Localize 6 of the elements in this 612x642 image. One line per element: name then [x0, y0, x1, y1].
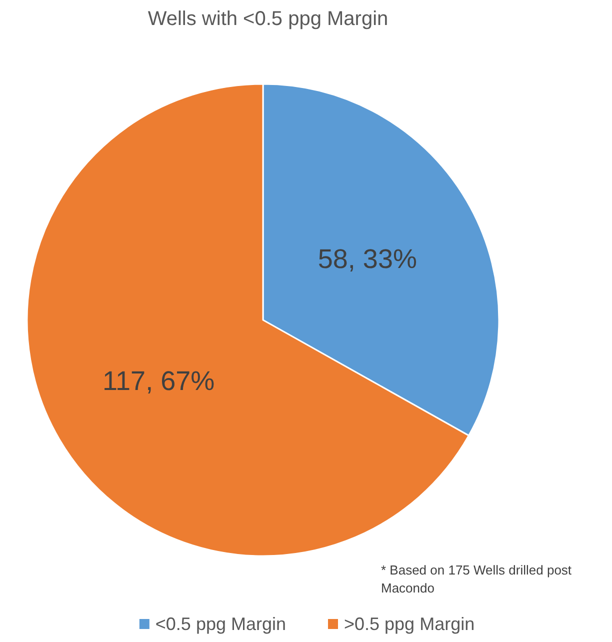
data-label: 117, 67% — [102, 366, 215, 396]
legend-label: >0.5 ppg Margin — [344, 614, 475, 634]
data-label: 58, 33% — [318, 244, 417, 274]
text: * Based on 175 Wells drilled post Macondo — [381, 562, 576, 596]
legend-label: <0.5 ppg Margin — [155, 614, 286, 634]
chart-title: Wells with <0.5 ppg Margin — [148, 8, 388, 30]
